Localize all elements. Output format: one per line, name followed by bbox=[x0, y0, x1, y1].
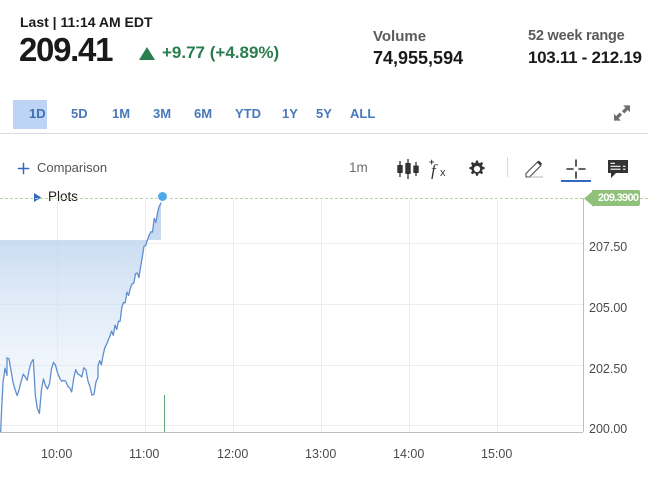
svg-text:x: x bbox=[440, 167, 446, 179]
svg-text:f: f bbox=[431, 161, 438, 179]
